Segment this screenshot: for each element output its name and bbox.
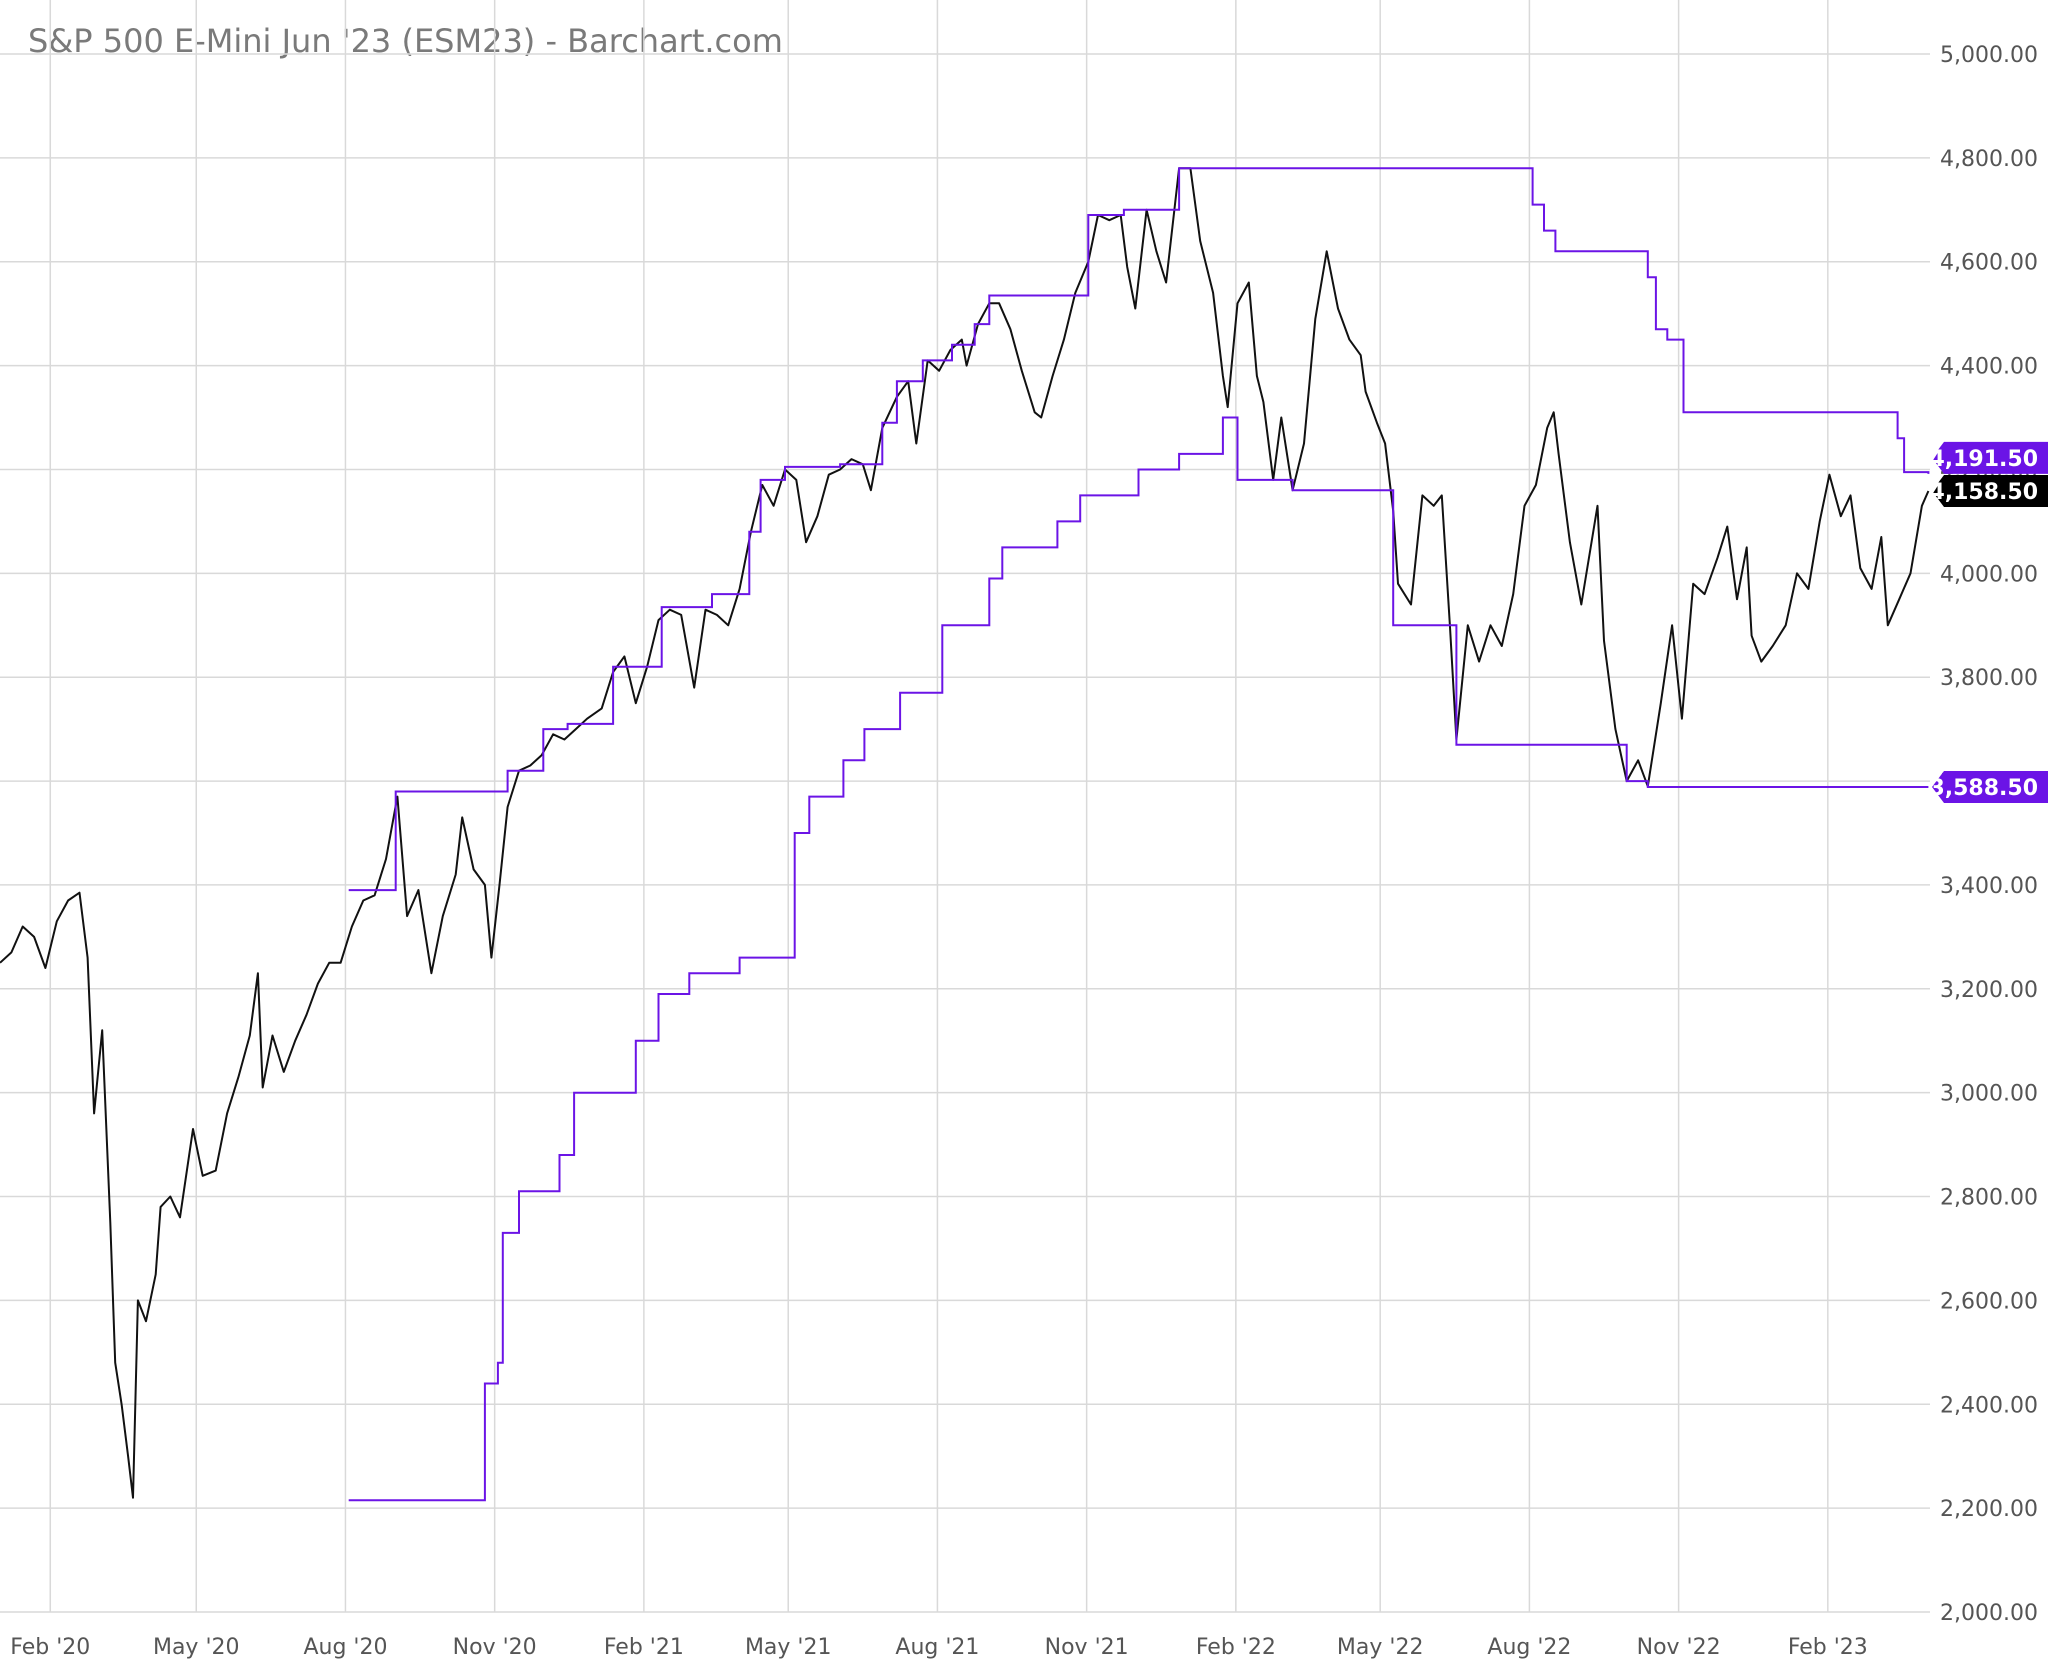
lower-price-label: 3,588.50 <box>1929 776 2038 801</box>
x-tick-label: Aug '22 <box>1487 1635 1571 1660</box>
x-tick-label: Feb '21 <box>604 1635 684 1660</box>
x-tick-label: Aug '21 <box>895 1635 979 1660</box>
last-price-label: 4,158.50 <box>1929 480 2038 505</box>
x-tick-label: Feb '22 <box>1196 1635 1276 1660</box>
upper-price-badge <box>1932 441 2048 474</box>
y-tick-label: 3,400.00 <box>1940 874 2038 899</box>
x-tick-label: May '20 <box>153 1635 240 1660</box>
x-tick-label: Nov '22 <box>1637 1635 1721 1660</box>
y-tick-label: 3,000.00 <box>1940 1082 2038 1107</box>
x-gridlines <box>49 0 1829 1612</box>
x-tick-label: Aug '20 <box>303 1635 387 1660</box>
lower-channel-line <box>348 416 1929 1502</box>
x-tick-label: May '22 <box>1337 1635 1424 1660</box>
y-tick-label: 2,800.00 <box>1940 1186 2038 1211</box>
lower-price-badge <box>1932 771 2048 804</box>
y-tick-label: 3,200.00 <box>1940 978 2038 1003</box>
y-tick-label: 4,600.00 <box>1940 251 2038 276</box>
y-tick-label: 4,000.00 <box>1940 562 2038 587</box>
price-labels: 4,191.50 4,158.50 3,588.50 <box>1929 441 2048 804</box>
x-tick-label: May '21 <box>745 1635 832 1660</box>
y-tick-label: 2,200.00 <box>1940 1497 2038 1522</box>
y-tick-label: 2,400.00 <box>1940 1393 2038 1418</box>
series-layer <box>0 167 1930 1502</box>
y-tick-label: 5,000.00 <box>1940 43 2038 68</box>
y-tick-label: 4,800.00 <box>1940 147 2038 172</box>
x-tick-label: Nov '20 <box>453 1635 537 1660</box>
x-tick-label: Nov '21 <box>1045 1635 1129 1660</box>
upper-price-label: 4,191.50 <box>1929 447 2038 472</box>
y-tick-label: 4,400.00 <box>1940 355 2038 380</box>
y-tick-label: 2,600.00 <box>1940 1289 2038 1314</box>
last-price-badge <box>1932 475 2048 508</box>
y-tick-label: 3,800.00 <box>1940 666 2038 691</box>
x-axis: Feb '20 May '20 Aug '20 Nov '20 Feb '21 May '… <box>10 1635 1868 1660</box>
x-tick-label: Feb '20 <box>10 1635 90 1660</box>
x-tick-label: Feb '23 <box>1788 1635 1868 1660</box>
y-axis: 2,000.00 2,200.00 2,400.00 2,600.00 2,800.00… <box>1940 43 2038 1626</box>
y-gridlines <box>0 53 1930 1613</box>
upper-channel-line <box>348 167 1930 892</box>
price-line <box>0 167 1930 1499</box>
y-tick-label: 2,000.00 <box>1940 1601 2038 1626</box>
